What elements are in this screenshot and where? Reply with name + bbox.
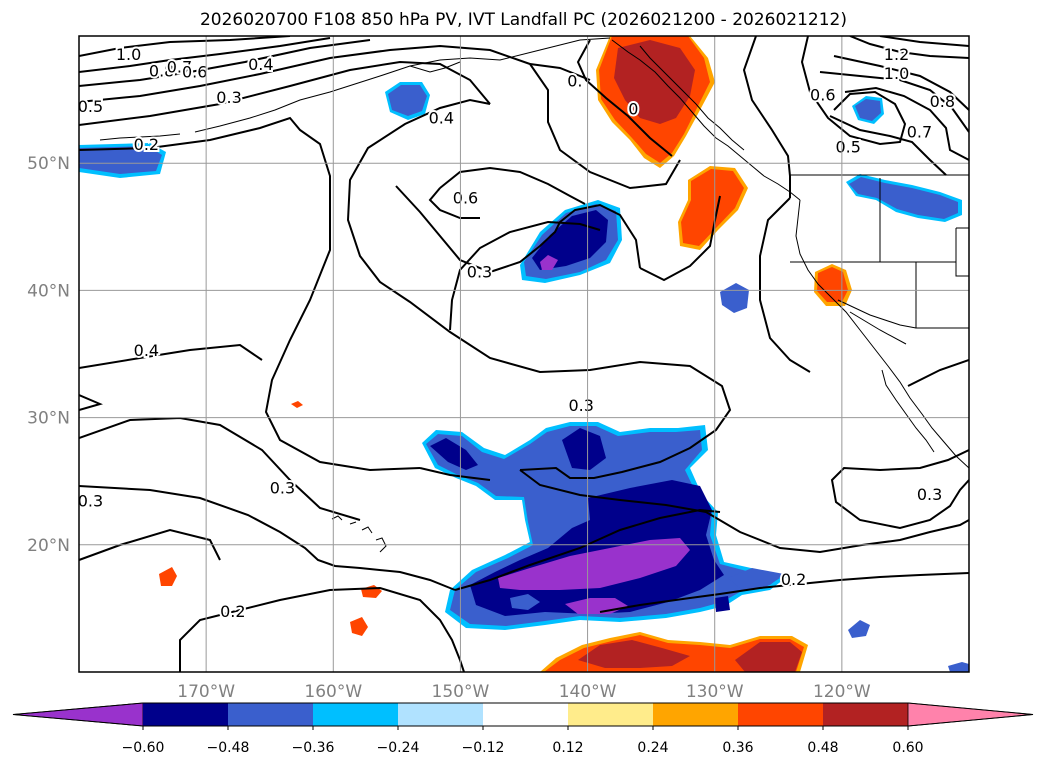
longitude-label: 150°W — [432, 682, 490, 702]
contour-label: 0.4 — [134, 341, 159, 360]
negative-anomaly-region — [715, 596, 730, 612]
contour-label: 0.5 — [78, 97, 103, 116]
contour-label: 0.8 — [930, 92, 955, 111]
negative-anomaly-region — [540, 255, 558, 270]
contour-label: 0.2 — [220, 602, 245, 621]
negative-anomaly-region — [510, 594, 540, 610]
positive-anomaly-region — [817, 267, 848, 302]
latitude-label: 50°N — [27, 154, 70, 174]
latitude-label: 20°N — [27, 536, 70, 556]
colorbar-tick-label: 0.36 — [722, 740, 753, 756]
contour-label: 1.0 — [116, 45, 141, 64]
positive-anomaly-region — [614, 40, 695, 124]
contour-label: 1.2 — [884, 45, 909, 64]
contour-label: 0.3 — [917, 485, 942, 504]
negative-anomaly-region — [79, 146, 162, 174]
colorbar-tick-label: 0.24 — [637, 740, 668, 756]
negative-anomaly-region — [532, 210, 608, 270]
negative-anomaly-region — [562, 428, 606, 470]
contour-label: 0. — [567, 72, 582, 91]
positive-anomaly-region — [735, 642, 802, 672]
contour-label: 0.7 — [167, 58, 192, 77]
colorbar-tick-label: −0.36 — [292, 740, 335, 756]
colorbar-segment — [823, 703, 908, 726]
colorbar-segment — [483, 703, 568, 726]
gridlines — [79, 36, 969, 672]
contour-label: 0.5 — [835, 138, 860, 157]
contour-label: 1.0 — [884, 64, 909, 83]
negative-anomaly-region — [855, 99, 881, 121]
positive-anomaly-region — [159, 567, 177, 586]
latitude-label: 30°N — [27, 409, 70, 429]
contour-label: 0.2 — [781, 570, 806, 589]
colorbar-extend-min — [12, 702, 144, 727]
colorbar-segment — [568, 703, 653, 726]
colorbar-tick-label: 0.60 — [892, 740, 923, 756]
contour-label: 0.7 — [907, 122, 932, 141]
colorbar-segment — [398, 703, 483, 726]
colorbar-tick-label: −0.24 — [377, 740, 420, 756]
map-title: 2026020700 F108 850 hPa PV, IVT Landfall… — [199, 10, 847, 30]
contour-labels: 1.00.80.70.6 0.40.30.50.20.40.60.30.40.30… — [78, 43, 957, 623]
negative-anomaly-region — [848, 620, 870, 638]
colorbar — [12, 702, 1034, 727]
contour-label: 0.6 — [182, 63, 207, 82]
contour-label: 0.3 — [467, 262, 492, 281]
longitude-labels: 170°W 160°W 150°W 140°W 130°W 120°W — [177, 682, 871, 702]
colorbar-labels: −0.60 −0.48 −0.36 −0.24 −0.12 0.12 0.24 0.36 0.4… — [122, 726, 924, 756]
contour-label: 0.3 — [78, 491, 103, 510]
contour-label: 0.3 — [216, 88, 241, 107]
negative-anomaly-region — [948, 662, 969, 672]
colorbar-tick-label: −0.48 — [207, 740, 250, 756]
longitude-label: 160°W — [304, 682, 362, 702]
contour-label: 0.2 — [134, 135, 159, 154]
contour-label: 0.6 — [453, 189, 478, 208]
positive-anomaly-region — [291, 401, 303, 408]
negative-anomaly-region — [388, 85, 427, 116]
negative-anomaly-region — [849, 177, 958, 219]
colorbar-segment — [653, 703, 738, 726]
colorbar-tick-label: 0.12 — [552, 740, 583, 756]
contour-label: 0.8 — [149, 61, 174, 80]
latitude-labels: 50°N 40°N 30°N 20°N — [27, 154, 70, 556]
positive-anomaly-region — [350, 617, 368, 636]
contour-label: 0.6 — [810, 86, 835, 105]
colorbar-extend-max — [907, 702, 1034, 727]
colorbar-segment — [143, 703, 228, 726]
colorbar-segment — [228, 703, 313, 726]
coastlines — [99, 37, 969, 553]
longitude-label: 140°W — [559, 682, 617, 702]
contour-label: 0 — [628, 100, 638, 119]
map-frame — [78, 35, 970, 673]
colorbar-segment — [313, 703, 398, 726]
negative-anomaly-region — [728, 568, 784, 590]
negative-anomaly-region — [430, 438, 478, 470]
shading-layer — [79, 36, 969, 672]
positive-anomaly-region — [578, 640, 690, 668]
colorbar-tick-label: −0.12 — [462, 740, 505, 756]
contour-label: 0.4 — [248, 55, 273, 74]
contour-label: 0.4 — [429, 108, 454, 127]
negative-anomaly-region — [498, 538, 690, 590]
colorbar-tick-label: −0.60 — [122, 740, 165, 756]
contour-label: 0.3 — [568, 396, 593, 415]
longitude-label: 120°W — [813, 682, 871, 702]
colorbar-segment — [738, 703, 823, 726]
contour-label: 0.3 — [270, 479, 295, 498]
positive-anomaly-region — [681, 169, 744, 246]
colorbar-tick-label: 0.48 — [807, 740, 838, 756]
longitude-label: 170°W — [177, 682, 235, 702]
latitude-label: 40°N — [27, 281, 70, 301]
pv-contours — [79, 36, 969, 672]
longitude-label: 130°W — [686, 682, 744, 702]
